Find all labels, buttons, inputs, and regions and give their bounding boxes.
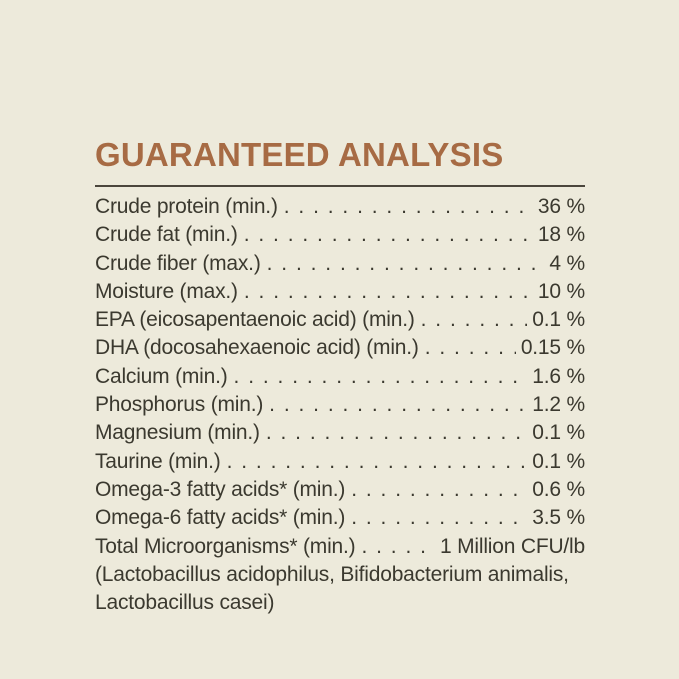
nutrient-value: 0.15 %: [520, 336, 585, 360]
nutrient-value: 1.2 %: [532, 393, 585, 417]
table-row: Taurine (min.) 0.1 %: [95, 448, 585, 476]
nutrient-value: 18 %: [537, 223, 585, 247]
dot-leader: [267, 250, 545, 278]
nutrient-label: Omega-3 fatty acids* (min.): [95, 477, 346, 501]
dot-leader: [425, 334, 516, 362]
nutrient-label: Crude protein (min.): [95, 195, 278, 218]
table-row: Total Microorganisms* (min.) 1 Million C…: [95, 533, 585, 561]
nutrient-value: 0.1 %: [532, 449, 585, 473]
nutrient-label: DHA (docosahexaenoic acid) (min.): [95, 336, 419, 360]
nutrient-label: Moisture (max.): [95, 279, 238, 303]
table-row: DHA (docosahexaenoic acid) (min.) 0.15 %: [95, 334, 585, 362]
footnote-line: Lactobacillus casei): [95, 591, 275, 615]
nutrient-value: 36 %: [537, 195, 585, 218]
dot-leader: [227, 448, 528, 476]
table-row: Calcium (min.) 1.6 %: [95, 363, 585, 391]
nutrient-label: Magnesium (min.): [95, 421, 260, 445]
footnote-line: (Lactobacillus acidophilus, Bifidobacter…: [95, 562, 569, 586]
dot-leader: [244, 278, 533, 306]
nutrient-value: 0.1 %: [532, 421, 585, 445]
table-row: Magnesium (min.) 0.1 %: [95, 419, 585, 447]
nutrient-label: Total Microorganisms* (min.): [95, 534, 356, 558]
table-row: Omega-3 fatty acids* (min.) 0.6 %: [95, 476, 585, 504]
dot-leader: [421, 306, 528, 334]
table-row: Moisture (max.) 10 %: [95, 278, 585, 306]
dot-leader: [351, 504, 527, 532]
dot-leader: [351, 476, 527, 504]
table-row: Phosphorus (min.) 1.2 %: [95, 391, 585, 419]
dot-leader: [361, 533, 435, 561]
nutrient-value: 3.5 %: [532, 506, 585, 530]
dot-leader: [244, 221, 533, 249]
table-row: Crude fiber (max.) 4 %: [95, 250, 585, 278]
dot-leader: [269, 391, 527, 419]
nutrient-value: 4 %: [549, 251, 585, 275]
table-row: EPA (eicosapentaenoic acid) (min.) 0.1 %: [95, 306, 585, 334]
microorganism-species-note: (Lactobacillus acidophilus, Bifidobacter…: [95, 561, 585, 618]
nutrient-label: Crude fat (min.): [95, 223, 238, 247]
table-row: Omega-6 fatty acids* (min.) 3.5 %: [95, 504, 585, 532]
nutrient-value: 0.1 %: [532, 308, 585, 332]
dot-leader: [284, 193, 533, 221]
header-divider: [95, 185, 585, 187]
table-row: Crude protein (min.) 36 %: [95, 193, 585, 221]
nutrient-label: Crude fiber (max.): [95, 251, 261, 275]
nutrient-value: 1 Million CFU/lb: [440, 534, 585, 558]
nutrient-value: 0.6 %: [532, 477, 585, 501]
nutrient-label: Omega-6 fatty acids* (min.): [95, 506, 346, 530]
table-row: Crude fat (min.) 18 %: [95, 221, 585, 249]
nutrient-label: Taurine (min.): [95, 449, 221, 473]
nutrient-value: 10 %: [537, 279, 585, 303]
page-title: GUARANTEED ANALYSIS: [95, 136, 504, 173]
nutrient-label: Phosphorus (min.): [95, 393, 264, 417]
dot-leader: [266, 419, 527, 447]
nutrient-label: EPA (eicosapentaenoic acid) (min.): [95, 308, 415, 332]
nutrient-value: 1.6 %: [532, 364, 585, 388]
nutrient-label: Calcium (min.): [95, 364, 228, 388]
analysis-table: Crude protein (min.) 36 % Crude fat (min…: [95, 193, 585, 561]
guaranteed-analysis-panel: GUARANTEED ANALYSIS Crude protein (min.)…: [95, 138, 585, 617]
dot-leader: [234, 363, 528, 391]
